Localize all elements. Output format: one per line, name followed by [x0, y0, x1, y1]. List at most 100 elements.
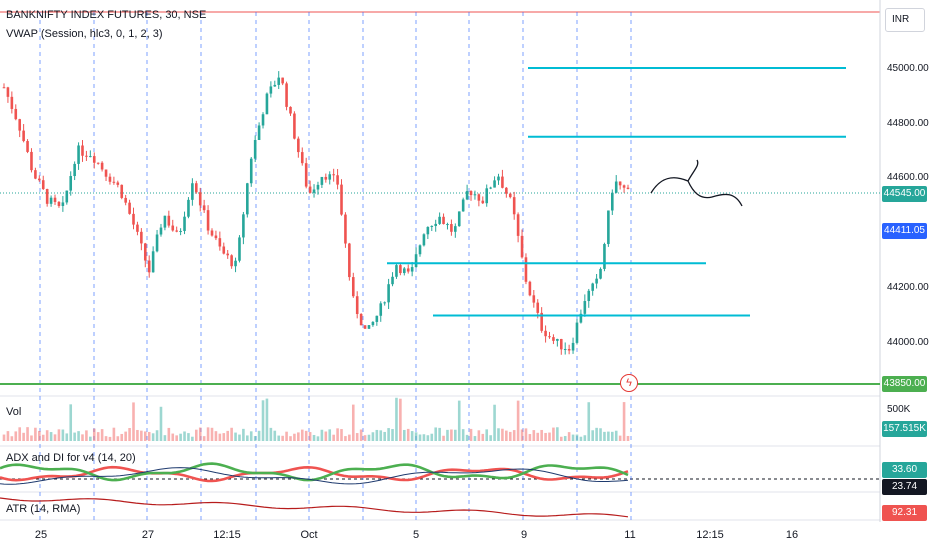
candle-body — [249, 158, 253, 184]
candle-body — [418, 245, 422, 255]
volume-bar — [556, 427, 559, 441]
symbol-title[interactable]: BANKNIFTY INDEX FUTURES, 30, NSE — [6, 9, 207, 21]
candle-body — [2, 87, 6, 89]
candle-body — [477, 194, 481, 201]
volume-bar — [489, 435, 492, 441]
volume-bar — [261, 400, 265, 441]
candle-body — [218, 238, 222, 247]
volume-bar — [155, 430, 159, 441]
volume-bar — [567, 432, 571, 441]
volume-bar — [191, 436, 194, 441]
volume-bar — [163, 435, 167, 441]
candle-body — [485, 188, 489, 204]
volume-pane-label[interactable]: Vol — [6, 406, 22, 418]
volume-bar — [348, 434, 351, 441]
candle-body — [300, 152, 304, 164]
candle-body — [438, 216, 441, 224]
candle-body — [175, 230, 178, 232]
freehand-drawing[interactable] — [650, 159, 743, 207]
volume-bar — [147, 431, 151, 441]
candle-body — [348, 243, 351, 278]
volume-bar — [540, 429, 543, 441]
volume-bar — [222, 433, 226, 441]
volume-bar — [563, 436, 567, 441]
price-tick: 44200.00 — [887, 282, 929, 293]
volume-bar — [77, 431, 80, 441]
volume-bar — [344, 436, 347, 441]
candle-body — [434, 223, 437, 226]
candle-body — [367, 325, 371, 329]
volume-bar — [442, 435, 445, 441]
volume-bar — [422, 434, 426, 441]
candle-body — [116, 182, 120, 185]
volume-bar — [281, 435, 284, 441]
candle-body — [536, 302, 540, 313]
candle-body — [473, 194, 477, 196]
volume-bar — [575, 434, 579, 441]
drawn-horizontal-lines[interactable] — [0, 67, 880, 385]
last-price-tag: 44545.00 — [882, 186, 927, 202]
candle-body — [85, 155, 88, 157]
price-candles — [2, 71, 630, 355]
candle-body — [187, 199, 190, 217]
freehand-projection — [650, 159, 743, 207]
volume-bar — [41, 434, 45, 441]
volume-bar — [159, 406, 163, 441]
volume-bar — [579, 436, 583, 441]
volume-bar — [96, 432, 100, 441]
candle-body — [34, 170, 37, 179]
volume-bar — [548, 432, 551, 441]
volume-bar — [249, 431, 253, 441]
candle-body — [493, 180, 496, 188]
volume-bar — [516, 400, 520, 441]
candle-body — [312, 189, 316, 193]
volume-bar — [175, 435, 178, 441]
alert-bolt-icon[interactable]: ϟ — [620, 374, 638, 392]
candle-body — [293, 113, 296, 139]
candle-body — [355, 296, 359, 315]
volume-bar — [108, 436, 112, 441]
volume-bar — [461, 429, 465, 441]
candle-body — [450, 224, 453, 232]
volume-bar — [253, 436, 257, 441]
volume-bar — [622, 402, 626, 441]
volume-bar — [151, 433, 155, 441]
volume-bar — [607, 431, 610, 441]
volume-bar — [363, 435, 367, 441]
volume-bar — [53, 434, 57, 441]
candle-body — [375, 315, 379, 322]
candle-body — [351, 277, 355, 297]
candle-body — [454, 226, 457, 232]
currency-button[interactable]: INR — [885, 8, 925, 32]
candle-body — [579, 313, 583, 323]
candle-body — [559, 338, 563, 350]
volume-bar — [320, 429, 324, 441]
volume-bar — [473, 436, 477, 441]
volume-bar — [10, 436, 14, 441]
volume-bar — [328, 429, 332, 441]
candle-body — [324, 176, 328, 180]
volume-bar — [30, 435, 33, 441]
adx-pane-label[interactable]: ADX and DI for v4 (14, 20) — [6, 452, 136, 464]
candle-body — [77, 145, 80, 164]
candle-body — [395, 265, 398, 277]
price-tick: 44800.00 — [887, 118, 929, 129]
vwap-indicator-label[interactable]: VWAP (Session, hlc3, 0, 1, 2, 3) — [6, 28, 163, 40]
candle-body — [457, 211, 461, 227]
volume-bar — [332, 434, 335, 441]
candle-body — [108, 176, 112, 182]
volume-bar — [304, 430, 308, 441]
candle-body — [556, 338, 559, 341]
candle-body — [277, 77, 281, 85]
candle-body — [618, 181, 622, 186]
volume-bar — [399, 398, 402, 441]
candle-body — [265, 93, 269, 115]
volume-bar — [454, 429, 457, 441]
candle-body — [614, 181, 618, 193]
volume-bar — [293, 433, 296, 441]
atr-pane-label[interactable]: ATR (14, RMA) — [6, 503, 81, 515]
candle-body — [567, 348, 571, 351]
candle-body — [626, 187, 630, 189]
candle-body — [611, 192, 614, 211]
